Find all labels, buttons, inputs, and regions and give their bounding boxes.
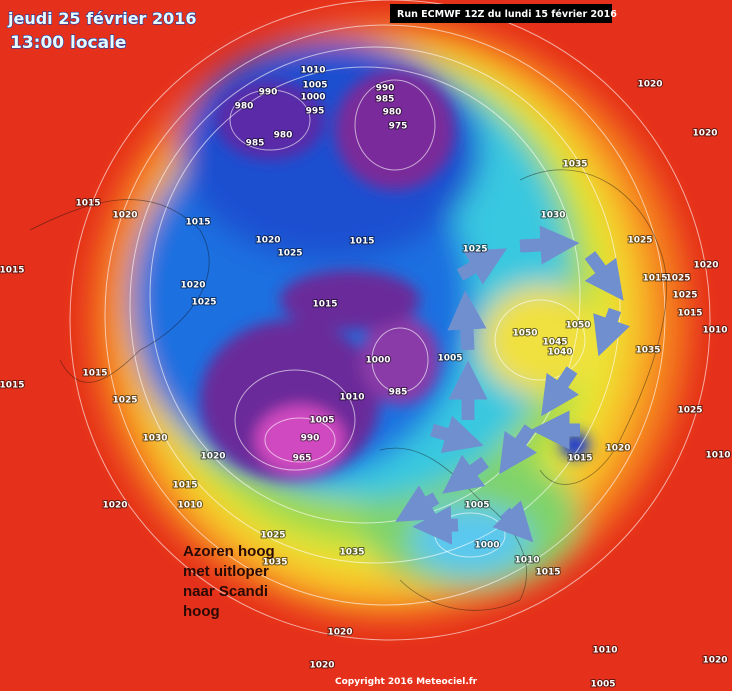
pressure-label: 1020 [637, 80, 662, 90]
pressure-label: 1015 [172, 481, 197, 491]
pressure-label: 1020 [605, 444, 630, 454]
pressure-label: 1020 [255, 236, 280, 246]
pressure-label: 1020 [309, 661, 334, 671]
pressure-label: 965 [293, 454, 312, 464]
annotation-line: Azoren hoog [183, 543, 275, 560]
pressure-label: 1005 [464, 501, 489, 511]
forecast-date: jeudi 25 février 2016 [7, 9, 197, 28]
pressure-label: 1015 [535, 568, 560, 578]
pressure-label: 1025 [627, 236, 652, 246]
pressure-label: 1015 [567, 454, 592, 464]
pressure-label: 1035 [262, 558, 287, 568]
pressure-label: 1015 [0, 381, 25, 391]
pressure-label: 1010 [300, 66, 325, 76]
pressure-label: 990 [259, 88, 278, 98]
pressure-label: 985 [246, 139, 265, 149]
annotation-line: naar Scandi [183, 583, 268, 600]
pressure-label: 1040 [547, 348, 572, 358]
pressure-label: 1020 [102, 501, 127, 511]
annotation-line: hoog [183, 603, 220, 620]
arrows [395, 225, 630, 545]
pressure-label: 1015 [82, 369, 107, 379]
pressure-label: 1015 [349, 237, 374, 247]
forecast-time: 13:00 locale [10, 33, 126, 53]
pressure-label: 1015 [677, 309, 702, 319]
pressure-label: 980 [274, 131, 293, 141]
pressure-label: 1020 [180, 281, 205, 291]
pressure-label: 1005 [309, 416, 334, 426]
pressure-label: 1015 [312, 300, 337, 310]
pressure-label: 1010 [177, 501, 202, 511]
pressure-label: 985 [376, 95, 395, 105]
pressure-label: 1005 [302, 81, 327, 91]
pressure-label: 1020 [200, 452, 225, 462]
pressure-label: 1030 [540, 211, 565, 221]
pressure-label: 1045 [542, 338, 567, 348]
pressure-label: 1010 [514, 556, 539, 566]
pressure-label: 1015 [185, 218, 210, 228]
pressure-label: 1030 [142, 434, 167, 444]
pressure-label: 1010 [702, 326, 727, 336]
pressure-label: 1005 [437, 354, 462, 364]
copyright: Copyright 2016 Meteociel.fr [335, 677, 478, 687]
pressure-label: 1020 [112, 211, 137, 221]
coastlines [29, 169, 667, 611]
pressure-label: 1005 [590, 680, 615, 690]
pressure-label: 1015 [75, 199, 100, 209]
pressure-label: 1025 [112, 396, 137, 406]
run-box [390, 4, 612, 23]
pressure-label: 1015 [0, 266, 25, 276]
pressure-label: 1050 [565, 321, 590, 331]
pressure-label: 975 [389, 122, 408, 132]
pressure-label: 985 [389, 388, 408, 398]
pressure-label: 980 [235, 102, 254, 112]
pressure-label: 995 [306, 107, 325, 117]
pressure-label: 1000 [365, 356, 390, 366]
pressure-label: 990 [376, 84, 395, 94]
pressure-label: 1020 [692, 129, 717, 139]
pressure-label: 1000 [300, 93, 325, 103]
pressure-label: 1025 [260, 531, 285, 541]
pressure-label: 1050 [512, 329, 537, 339]
pressure-label: 1025 [672, 291, 697, 301]
pressure-label: 1010 [592, 646, 617, 656]
pressure-label: 1020 [327, 628, 352, 638]
pressure-labels: 1010990100510009959809809859909859809751… [0, 65, 732, 691]
pressure-label: 1025 [191, 298, 216, 308]
pressure-label: 1035 [635, 346, 660, 356]
pressure-label: 980 [383, 108, 402, 118]
pressure-label: 1025 [665, 274, 690, 284]
pressure-label: 1020 [693, 261, 718, 271]
pressure-label: 1025 [677, 406, 702, 416]
pressure-label: 1025 [277, 249, 302, 259]
run-info: Run ECMWF 12Z du lundi 15 février 2016 [397, 9, 617, 20]
pressure-label: 1020 [702, 656, 727, 666]
pressure-label: 1035 [339, 548, 364, 558]
pressure-label: 990 [301, 434, 320, 444]
pressure-label: 1015 [642, 274, 667, 284]
pressure-label: 1000 [474, 541, 499, 551]
pressure-label: 1025 [462, 245, 487, 255]
pressure-label: 1010 [705, 451, 730, 461]
annotation-line: met uitloper [183, 563, 269, 580]
pressure-label: 1010 [339, 393, 364, 403]
pressure-label: 1035 [562, 160, 587, 170]
